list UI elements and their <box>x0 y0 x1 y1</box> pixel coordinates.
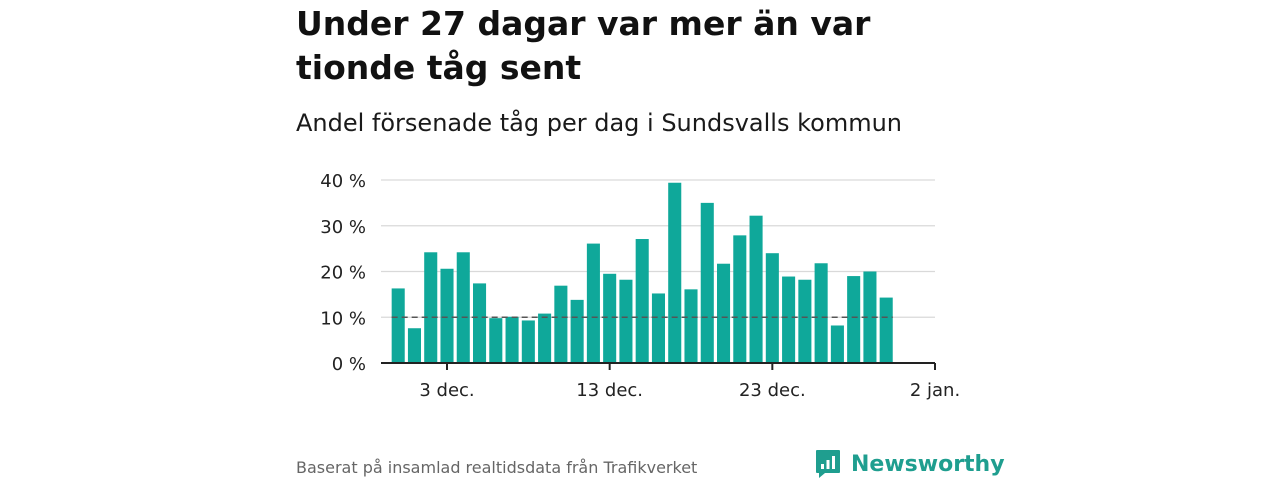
x-tick-label: 13 dec. <box>576 380 643 401</box>
newsworthy-logo-icon <box>816 450 840 478</box>
bar <box>521 320 535 363</box>
bar <box>619 279 633 363</box>
y-tick-label: 40 % <box>320 171 366 192</box>
source-note: Baserat på insamlad realtidsdata från Tr… <box>296 458 698 477</box>
bar <box>830 325 844 363</box>
bar <box>554 285 568 363</box>
bar <box>635 239 649 363</box>
bar <box>651 293 665 363</box>
x-tick-label: 2 jan. <box>910 380 960 401</box>
bar <box>765 253 779 363</box>
bar <box>440 268 454 363</box>
bar <box>391 288 405 363</box>
y-tick-label: 0 % <box>332 354 366 375</box>
brand-name: Newsworthy <box>851 451 1005 477</box>
bar <box>570 299 584 363</box>
bar <box>879 297 893 363</box>
bar <box>668 182 682 363</box>
bar <box>603 273 617 363</box>
bar <box>863 271 877 363</box>
bar <box>847 276 861 363</box>
brand-logo[interactable]: Newsworthy <box>815 448 1005 480</box>
bar <box>473 283 487 363</box>
bar <box>733 235 747 363</box>
chart-title: Under 27 dagar var mer än var tionde tåg… <box>296 4 871 87</box>
bar-series <box>391 182 893 363</box>
bar <box>700 202 714 363</box>
bar <box>505 316 519 363</box>
bar <box>407 328 421 363</box>
bar <box>538 313 552 363</box>
bar <box>684 289 698 363</box>
bar <box>782 276 796 363</box>
bar <box>798 279 812 363</box>
y-tick-label: 10 % <box>320 308 366 329</box>
bar <box>586 243 600 363</box>
x-axis-ticks: 3 dec. 13 dec. 23 dec. 2 jan. <box>419 363 960 401</box>
bar <box>717 263 731 363</box>
bar <box>814 263 828 363</box>
x-tick-label: 3 dec. <box>419 380 474 401</box>
bar <box>456 252 470 363</box>
bar <box>424 252 438 363</box>
bar <box>489 318 503 363</box>
bar-chart: 0 % 10 % 20 % 30 % 40 % 3 dec. 13 dec. 23 dec.… <box>320 171 960 401</box>
y-tick-label: 20 % <box>320 263 366 284</box>
chart-subtitle: Andel försenade tåg per dag i Sundsvalls… <box>296 109 902 137</box>
bar <box>749 215 763 363</box>
y-axis-ticks: 0 % 10 % 20 % 30 % 40 % <box>320 171 366 375</box>
x-tick-label: 23 dec. <box>739 380 806 401</box>
y-tick-label: 30 % <box>320 217 366 238</box>
